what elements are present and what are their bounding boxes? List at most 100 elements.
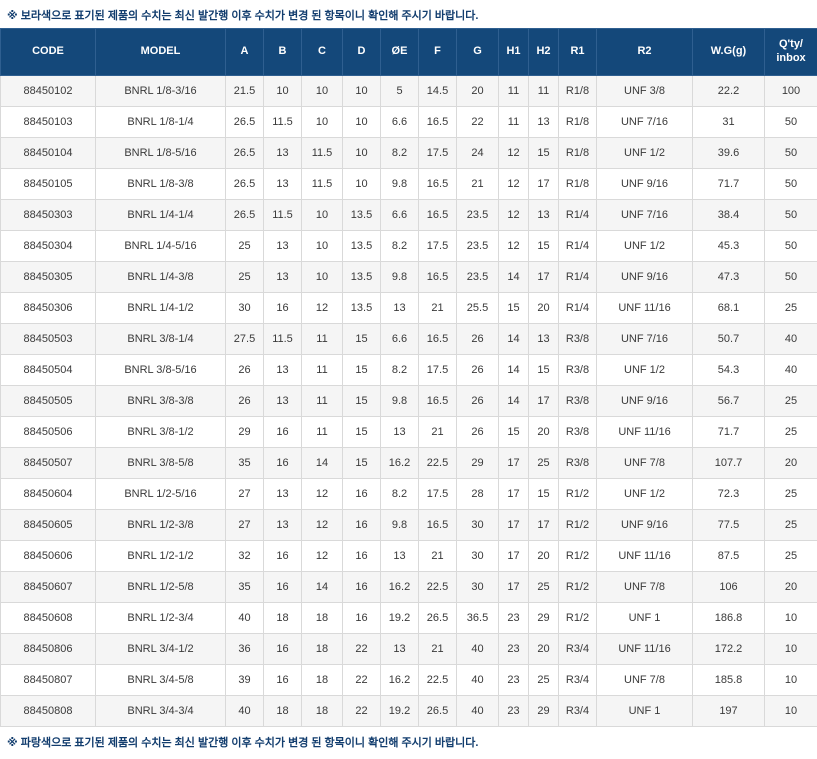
table-cell: 8.2 <box>381 138 419 169</box>
table-cell: R1/8 <box>559 169 597 200</box>
table-cell: 6.6 <box>381 200 419 231</box>
table-cell: 50 <box>765 231 817 262</box>
table-cell: 40 <box>226 696 264 727</box>
table-cell: 12 <box>499 200 529 231</box>
table-cell: 11.5 <box>264 324 302 355</box>
table-cell: 12 <box>499 138 529 169</box>
column-header: C <box>302 29 343 76</box>
table-cell: 13 <box>264 479 302 510</box>
table-cell: 20 <box>529 541 559 572</box>
table-cell: R1/4 <box>559 231 597 262</box>
table-cell: 25.5 <box>457 293 499 324</box>
table-cell: 17 <box>499 479 529 510</box>
table-cell: 13.5 <box>343 293 381 324</box>
table-cell: 22 <box>343 634 381 665</box>
table-cell: 16.5 <box>419 169 457 200</box>
table-cell: 29 <box>529 603 559 634</box>
table-cell: 16.5 <box>419 262 457 293</box>
table-cell: 11.5 <box>264 200 302 231</box>
table-cell: 25 <box>529 572 559 603</box>
table-cell: 14 <box>499 386 529 417</box>
table-cell: 106 <box>693 572 765 603</box>
column-header: H2 <box>529 29 559 76</box>
table-cell: 18 <box>302 603 343 634</box>
table-cell: 13 <box>381 417 419 448</box>
table-cell: 12 <box>499 231 529 262</box>
column-header: F <box>419 29 457 76</box>
table-cell: 11 <box>499 76 529 107</box>
table-cell: BNRL 1/4-1/4 <box>96 200 226 231</box>
table-cell: 6.6 <box>381 107 419 138</box>
table-cell: 17 <box>499 510 529 541</box>
table-cell: BNRL 1/8-5/16 <box>96 138 226 169</box>
table-cell: 10 <box>302 231 343 262</box>
table-cell: 88450507 <box>1 448 96 479</box>
table-cell: 25 <box>765 417 817 448</box>
table-cell: 27 <box>226 479 264 510</box>
table-cell: 15 <box>343 324 381 355</box>
table-cell: 10 <box>264 76 302 107</box>
table-cell: 18 <box>264 696 302 727</box>
table-cell: 25 <box>529 448 559 479</box>
table-cell: 20 <box>529 417 559 448</box>
table-cell: 26.5 <box>226 169 264 200</box>
table-cell: 16 <box>343 572 381 603</box>
table-cell: 36.5 <box>457 603 499 634</box>
table-cell: 17 <box>499 448 529 479</box>
table-cell: 9.8 <box>381 169 419 200</box>
table-cell: 88450303 <box>1 200 96 231</box>
table-cell: 13 <box>264 510 302 541</box>
table-cell: 11 <box>499 107 529 138</box>
table-cell: 26 <box>457 386 499 417</box>
bottom-note: ※ 파랑색으로 표기된 제품의 수치는 최신 발간행 이후 수치가 변경 된 항… <box>0 727 817 755</box>
table-cell: 88450305 <box>1 262 96 293</box>
table-cell: 13 <box>529 324 559 355</box>
table-cell: 186.8 <box>693 603 765 634</box>
table-cell: UNF 7/16 <box>597 324 693 355</box>
table-cell: 8.2 <box>381 355 419 386</box>
table-cell: 87.5 <box>693 541 765 572</box>
table-cell: 71.7 <box>693 417 765 448</box>
table-cell: 5 <box>381 76 419 107</box>
table-cell: 185.8 <box>693 665 765 696</box>
table-cell: R1/8 <box>559 138 597 169</box>
table-cell: 36 <box>226 634 264 665</box>
table-cell: BNRL 1/4-1/2 <box>96 293 226 324</box>
table-cell: 17 <box>529 510 559 541</box>
table-cell: UNF 11/16 <box>597 293 693 324</box>
table-cell: 88450504 <box>1 355 96 386</box>
table-cell: 25 <box>226 262 264 293</box>
column-header: Q'ty/ inbox <box>765 29 817 76</box>
table-cell: 88450304 <box>1 231 96 262</box>
table-cell: 50.7 <box>693 324 765 355</box>
table-cell: 26.5 <box>226 138 264 169</box>
table-cell: UNF 9/16 <box>597 510 693 541</box>
table-cell: 23 <box>499 634 529 665</box>
table-cell: 12 <box>302 293 343 324</box>
table-cell: 17.5 <box>419 138 457 169</box>
table-cell: 88450807 <box>1 665 96 696</box>
table-cell: UNF 11/16 <box>597 541 693 572</box>
table-cell: BNRL 1/8-3/16 <box>96 76 226 107</box>
table-cell: 107.7 <box>693 448 765 479</box>
top-note: ※ 보라색으로 표기된 제품의 수치는 최신 발간행 이후 수치가 변경 된 항… <box>0 4 817 28</box>
table-cell: BNRL 1/2-5/8 <box>96 572 226 603</box>
table-cell: 88450503 <box>1 324 96 355</box>
table-cell: 15 <box>529 138 559 169</box>
table-cell: 172.2 <box>693 634 765 665</box>
table-cell: 22 <box>457 107 499 138</box>
table-cell: 26.5 <box>419 696 457 727</box>
table-cell: 88450605 <box>1 510 96 541</box>
